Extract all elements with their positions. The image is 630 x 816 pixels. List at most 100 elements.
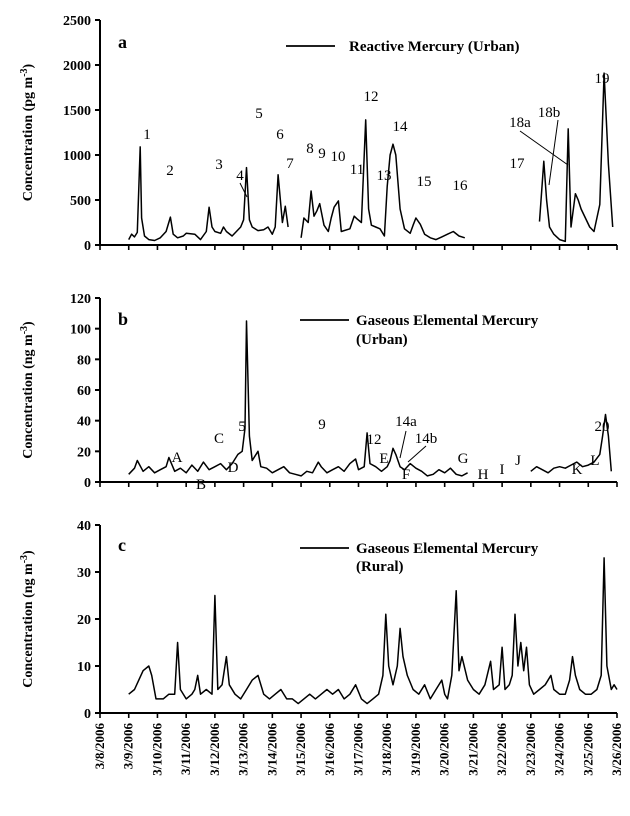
annotation-leader-b (399, 430, 407, 459)
annotation-c-I: I (500, 462, 505, 478)
panel-letter-b: b (118, 309, 128, 329)
y-tick-label-c: 10 (77, 660, 91, 675)
series-line-a-segment-2 (300, 119, 466, 241)
x-tick-label: 3/22/2006 (494, 723, 509, 776)
annotation-c-L: L (590, 453, 599, 469)
annotation-a-16: 16 (453, 178, 469, 194)
x-tick-label: 3/18/2006 (379, 723, 394, 776)
annotation-b-14b: 14b (415, 431, 438, 447)
x-tick-label: 3/26/2006 (609, 723, 624, 776)
series-line-a-segment-1 (128, 146, 289, 242)
annotation-a-5: 5 (255, 106, 263, 122)
y-tick-label-c: 0 (84, 707, 91, 722)
x-tick-label: 3/13/2006 (236, 723, 251, 776)
legend-label-c-line2: (Rural) (356, 559, 404, 575)
annotation-a-6: 6 (276, 127, 284, 143)
annotation-b-12: 12 (367, 432, 382, 448)
annotation-a-8: 8 (306, 141, 314, 157)
annotation-leader-a (239, 182, 248, 198)
annotation-a-2: 2 (166, 163, 174, 179)
legend-label-a: Reactive Mercury (Urban) (349, 39, 520, 55)
panel-letter-c: c (118, 535, 126, 555)
annotation-b-5: 5 (238, 419, 246, 435)
annotation-c-D: D (228, 460, 239, 476)
y-axis-label-c: Concentration (ng m-3) (19, 550, 37, 688)
annotation-a-14: 14 (393, 119, 409, 135)
x-tick-label: 3/11/2006 (178, 723, 193, 776)
annotation-b-20: 20 (595, 419, 610, 435)
annotation-a-13: 13 (377, 168, 392, 184)
y-tick-label-a: 1000 (63, 149, 91, 164)
annotation-c-A: A (172, 450, 183, 466)
y-tick-label-b: 60 (77, 384, 91, 399)
annotation-c-C: C (214, 431, 224, 447)
x-tick-label: 3/16/2006 (322, 723, 337, 776)
annotation-a-19: 19 (595, 71, 610, 87)
annotation-leader-a (548, 119, 559, 186)
x-tick-label: 3/19/2006 (408, 723, 423, 776)
annotation-a-12: 12 (364, 89, 379, 105)
x-tick-label: 3/15/2006 (293, 723, 308, 776)
annotation-c-B: B (196, 477, 206, 493)
y-tick-label-b: 80 (77, 353, 91, 368)
y-tick-label-b: 100 (70, 323, 91, 338)
annotation-leader-a (519, 130, 569, 166)
legend-label-c-line1: Gaseous Elemental Mercury (356, 541, 539, 557)
annotation-a-17: 17 (510, 156, 526, 172)
y-tick-label-b: 120 (70, 292, 91, 307)
annotation-b-9: 9 (318, 417, 326, 433)
x-tick-label: 3/20/2006 (437, 723, 452, 776)
y-tick-label-a: 2000 (63, 59, 91, 74)
annotation-c-J: J (515, 453, 521, 469)
x-tick-label: 3/23/2006 (523, 723, 538, 776)
y-axis-label-b: Concentration (ng m-3) (19, 321, 37, 459)
y-tick-label-b: 0 (84, 476, 91, 491)
annotation-b-14a: 14a (395, 414, 417, 430)
y-tick-label-b: 40 (77, 415, 91, 430)
y-tick-label-a: 2500 (63, 14, 91, 29)
annotation-c-G: G (458, 451, 469, 467)
x-tick-label: 3/9/2006 (121, 723, 136, 770)
annotation-c-F: F (402, 467, 410, 483)
x-tick-label: 3/17/2006 (351, 723, 366, 776)
annotation-c-E: E (379, 451, 388, 467)
annotation-a-18a: 18a (509, 115, 531, 131)
y-tick-label-c: 40 (77, 519, 91, 534)
annotation-a-1: 1 (143, 127, 151, 143)
annotation-a-15: 15 (417, 174, 432, 190)
annotation-a-7: 7 (286, 156, 294, 172)
annotation-a-4: 4 (236, 168, 244, 184)
legend-label-b-line2: (Urban) (356, 332, 408, 348)
annotation-a-10: 10 (331, 149, 346, 165)
legend-label-b-line1: Gaseous Elemental Mercury (356, 313, 539, 329)
x-tick-label: 3/14/2006 (264, 723, 279, 776)
y-tick-label-c: 20 (77, 613, 91, 628)
y-tick-label-c: 30 (77, 566, 91, 581)
series-line-a-segment-3 (538, 72, 614, 243)
x-tick-label: 3/8/2006 (92, 723, 107, 770)
series-line-c-segment-1 (128, 557, 618, 705)
x-tick-label: 3/12/2006 (207, 723, 222, 776)
annotation-a-3: 3 (215, 157, 223, 173)
y-axis-label-a: Concentration (pg m-3) (19, 63, 37, 201)
annotation-a-18b: 18b (538, 105, 561, 121)
y-tick-label-a: 0 (84, 239, 91, 254)
annotation-leader-b (407, 445, 427, 463)
x-tick-label: 3/25/2006 (580, 723, 595, 776)
y-tick-label-a: 500 (70, 194, 91, 209)
y-axis-label-exponent: -3 (19, 326, 30, 334)
annotation-a-11: 11 (350, 162, 364, 178)
annotation-a-9: 9 (318, 146, 326, 162)
y-axis-label-exponent: -3 (19, 68, 30, 76)
series-line-b-segment-1 (128, 320, 468, 477)
series-line-b-segment-2 (530, 413, 613, 474)
annotation-c-K: K (572, 462, 583, 478)
x-tick-label: 3/24/2006 (552, 723, 567, 776)
y-axis-label-exponent: -3 (19, 555, 30, 563)
y-tick-label-b: 20 (77, 445, 91, 460)
panel-letter-a: a (118, 32, 127, 52)
annotation-c-H: H (478, 467, 489, 483)
x-tick-label: 3/10/2006 (149, 723, 164, 776)
x-tick-label: 3/21/2006 (465, 723, 480, 776)
